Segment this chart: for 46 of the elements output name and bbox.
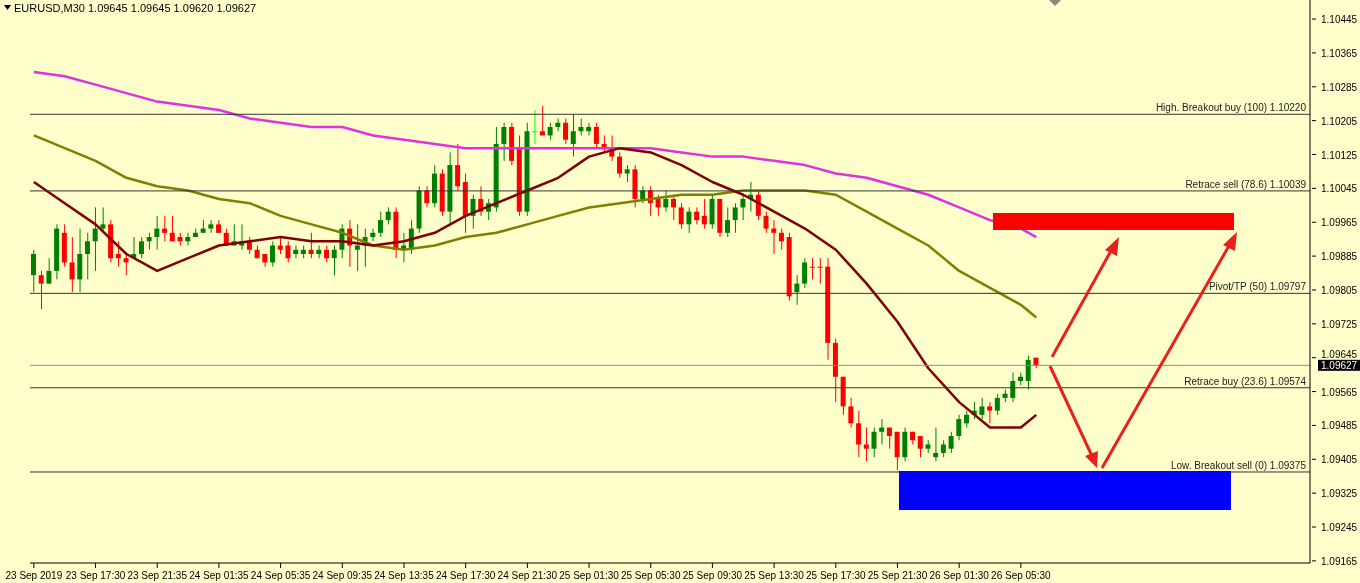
y-tick-label: 1.10285 bbox=[1321, 81, 1358, 93]
ref-line-label: Pivot/TP (50) 1.09797 bbox=[1208, 281, 1307, 293]
y-tick-label: 1.09627 bbox=[1321, 359, 1358, 371]
x-tick-label: 25 Sep 17:30 bbox=[806, 570, 866, 581]
y-tick-label: 1.09245 bbox=[1321, 522, 1358, 534]
y-tick-label: 1.09805 bbox=[1321, 284, 1358, 296]
ref-line-label: Low. Breakout sell (0) 1.09375 bbox=[1170, 459, 1307, 471]
x-tick-label: 24 Sep 13:35 bbox=[374, 570, 435, 581]
x-tick-label: 24 Sep 05:35 bbox=[250, 570, 311, 581]
x-tick-label: 25 Sep 05:30 bbox=[620, 570, 681, 581]
line-series bbox=[32, 70, 1038, 239]
y-tick-label: 1.09405 bbox=[1321, 454, 1358, 466]
x-tick-label: 24 Sep 01:35 bbox=[189, 570, 250, 581]
y-tick-label: 1.09885 bbox=[1321, 251, 1358, 263]
x-tick-label: 23 Sep 17:30 bbox=[65, 570, 126, 581]
y-tick-label: 1.09325 bbox=[1321, 488, 1358, 500]
y-tick-label: 1.10205 bbox=[1321, 115, 1358, 127]
x-tick-label: 25 Sep 09:30 bbox=[682, 570, 743, 581]
y-tick-label: 1.09725 bbox=[1321, 318, 1358, 330]
ref-line-label: Retrace sell (78.6) 1.10039 bbox=[1185, 178, 1307, 190]
x-tick-label: 26 Sep 01:30 bbox=[929, 570, 990, 581]
chart-title: EURUSD,M30 1.09645 1.09645 1.09620 1.09627 bbox=[14, 2, 257, 14]
x-tick-label: 25 Sep 13:30 bbox=[744, 570, 805, 581]
x-tick-label: 25 Sep 01:30 bbox=[559, 570, 620, 581]
y-tick-label: 1.10445 bbox=[1321, 14, 1358, 26]
y-tick-label: 1.09485 bbox=[1321, 420, 1358, 432]
x-tick-label: 25 Sep 21:30 bbox=[867, 570, 928, 581]
candlestick bbox=[809, 258, 815, 280]
candlestick bbox=[532, 110, 538, 144]
x-tick-label: 23 Sep 21:35 bbox=[127, 570, 188, 581]
ref-line-label: Retrace buy (23.6) 1.09574 bbox=[1184, 375, 1307, 387]
y-tick-label: 1.09165 bbox=[1321, 555, 1358, 567]
y-tick-label: 1.10125 bbox=[1321, 149, 1358, 161]
line-series bbox=[32, 134, 1038, 319]
y-tick-label: 1.09965 bbox=[1321, 217, 1358, 229]
line-series bbox=[32, 146, 1038, 429]
ref-line-label: High. Breakout buy (100) 1.10220 bbox=[1155, 102, 1307, 114]
x-tick-label: 26 Sep 05:30 bbox=[991, 570, 1052, 581]
y-tick-label: 1.10045 bbox=[1321, 183, 1358, 195]
x-tick-label: 24 Sep 17:30 bbox=[435, 570, 496, 581]
y-tick-label: 1.09645 bbox=[1321, 348, 1358, 360]
x-tick-label: 23 Sep 2019 bbox=[5, 570, 63, 581]
x-tick-label: 24 Sep 21:30 bbox=[497, 570, 558, 581]
y-tick-label: 1.09565 bbox=[1321, 386, 1358, 398]
x-tick-label: 24 Sep 09:35 bbox=[312, 570, 373, 581]
y-tick-label: 1.10365 bbox=[1321, 47, 1358, 59]
